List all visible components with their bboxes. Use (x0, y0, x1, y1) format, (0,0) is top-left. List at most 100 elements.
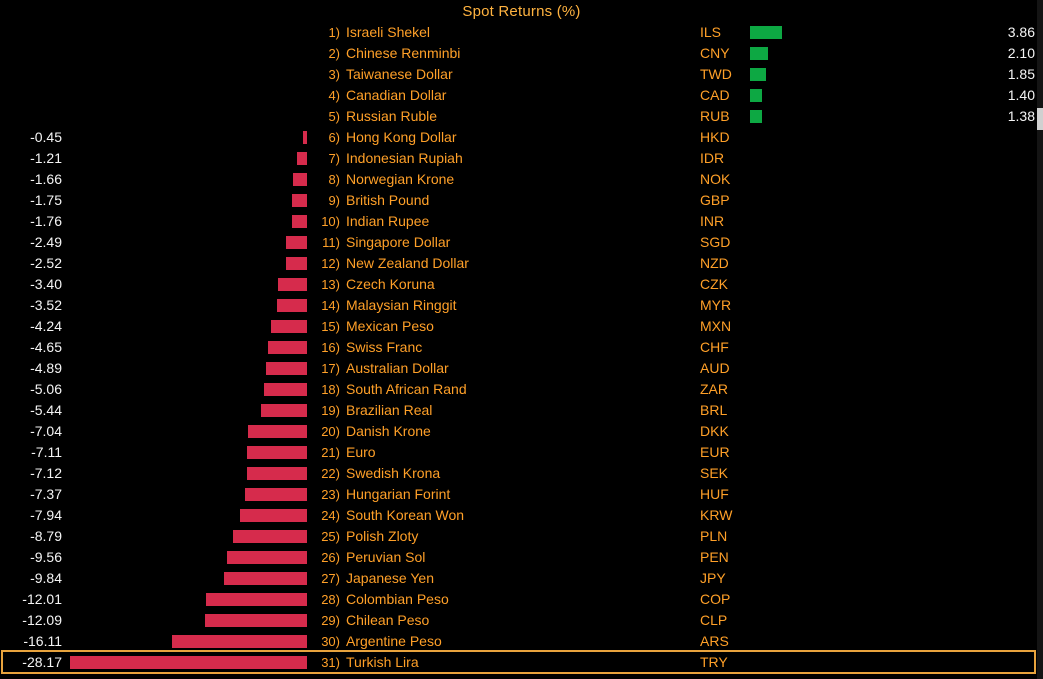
return-value-label: -0.45 (30, 129, 62, 145)
return-value-label: -4.89 (30, 360, 62, 376)
return-value-label: 1.85 (1007, 66, 1035, 82)
currency-row-krw[interactable]: -7.94 24) South Korean Won KRW (0, 505, 1043, 526)
row-rank: 22) (321, 466, 340, 481)
currency-row-twd[interactable]: 1.85 3) Taiwanese Dollar TWD (0, 64, 1043, 85)
currency-row-sgd[interactable]: -2.49 11) Singapore Dollar SGD (0, 232, 1043, 253)
currency-row-czk[interactable]: -3.40 13) Czech Koruna CZK (0, 274, 1043, 295)
currency-row-pln[interactable]: -8.79 25) Polish Zloty PLN (0, 526, 1043, 547)
currency-row-idr[interactable]: -1.21 7) Indonesian Rupiah IDR (0, 148, 1043, 169)
row-rank: 3) (328, 67, 340, 82)
currency-row-aud[interactable]: -4.89 17) Australian Dollar AUD (0, 358, 1043, 379)
currency-row-jpy[interactable]: -9.84 27) Japanese Yen JPY (0, 568, 1043, 589)
currency-name: Swedish Krona (346, 465, 441, 481)
row-rank: 11) (322, 235, 340, 250)
negative-return-bar (264, 383, 307, 396)
currency-row-inr[interactable]: -1.76 10) Indian Rupee INR (0, 211, 1043, 232)
row-rank: 19) (321, 403, 340, 418)
positive-return-bar (750, 89, 762, 102)
currency-row-ils[interactable]: 3.86 1) Israeli Shekel ILS (0, 22, 1043, 43)
currency-ticker: MYR (700, 297, 732, 313)
scrollbar-track[interactable] (1037, 0, 1043, 679)
currency-row-cop[interactable]: -12.01 28) Colombian Peso COP (0, 589, 1043, 610)
currency-ticker: GBP (700, 192, 730, 208)
return-value-label: -5.06 (30, 381, 62, 397)
currency-ticker: SEK (700, 465, 729, 481)
currency-ticker: ZAR (700, 381, 728, 397)
currency-row-dkk[interactable]: -7.04 20) Danish Krone DKK (0, 421, 1043, 442)
currency-row-hkd[interactable]: -0.45 6) Hong Kong Dollar HKD (0, 127, 1043, 148)
positive-return-bar (750, 26, 782, 39)
currency-ticker: DKK (700, 423, 729, 439)
row-rank: 8) (328, 172, 340, 187)
currency-name: Chilean Peso (346, 612, 430, 628)
currency-row-mxn[interactable]: -4.24 15) Mexican Peso MXN (0, 316, 1043, 337)
currency-row-ars[interactable]: -16.11 30) Argentine Peso ARS (0, 631, 1043, 652)
currency-ticker: IDR (700, 150, 725, 166)
return-value-label: -5.44 (30, 402, 62, 418)
negative-return-bar (172, 635, 307, 648)
negative-return-bar (248, 425, 307, 438)
return-value-label: 1.38 (1007, 108, 1035, 124)
scrollbar-thumb[interactable] (1037, 108, 1043, 130)
return-value-label: -9.56 (30, 549, 62, 565)
row-rank: 16) (321, 340, 340, 355)
negative-return-bar (286, 236, 307, 249)
row-rank: 21) (321, 445, 340, 460)
negative-return-bar (240, 509, 307, 522)
currency-ticker: BRL (700, 402, 728, 418)
currency-row-sek[interactable]: -7.12 22) Swedish Krona SEK (0, 463, 1043, 484)
currency-name: Colombian Peso (346, 591, 449, 607)
currency-ticker: CLP (700, 612, 728, 628)
currency-row-myr[interactable]: -3.52 14) Malaysian Ringgit MYR (0, 295, 1043, 316)
currency-name: New Zealand Dollar (346, 255, 469, 271)
currency-row-nzd[interactable]: -2.52 12) New Zealand Dollar NZD (0, 253, 1043, 274)
currency-name: Indian Rupee (346, 213, 430, 229)
row-rank: 9) (328, 193, 340, 208)
currency-row-brl[interactable]: -5.44 19) Brazilian Real BRL (0, 400, 1043, 421)
currency-row-eur[interactable]: -7.11 21) Euro EUR (0, 442, 1043, 463)
currency-row-pen[interactable]: -9.56 26) Peruvian Sol PEN (0, 547, 1043, 568)
return-value-label: -4.24 (30, 318, 62, 334)
negative-return-bar (297, 152, 307, 165)
negative-return-bar (271, 320, 307, 333)
currency-row-try[interactable]: -28.17 31) Turkish Lira TRY (0, 652, 1043, 673)
currency-row-zar[interactable]: -5.06 18) South African Rand ZAR (0, 379, 1043, 400)
currency-name: Hong Kong Dollar (346, 129, 457, 145)
negative-return-bar (277, 299, 307, 312)
return-value-label: -28.17 (22, 654, 62, 670)
currency-name: Canadian Dollar (346, 87, 447, 103)
return-value-label: -1.66 (30, 171, 62, 187)
currency-row-clp[interactable]: -12.09 29) Chilean Peso CLP (0, 610, 1043, 631)
currency-ticker: NZD (700, 255, 729, 271)
currency-row-chf[interactable]: -4.65 16) Swiss Franc CHF (0, 337, 1043, 358)
negative-return-bar (303, 131, 307, 144)
currency-name: Chinese Renminbi (346, 45, 461, 61)
currency-row-rub[interactable]: 1.38 5) Russian Ruble RUB (0, 106, 1043, 127)
negative-return-bar (266, 362, 307, 375)
return-value-label: 3.86 (1007, 24, 1035, 40)
currency-row-cad[interactable]: 1.40 4) Canadian Dollar CAD (0, 85, 1043, 106)
negative-return-bar (278, 278, 307, 291)
row-rank: 30) (321, 634, 340, 649)
negative-return-bar (293, 173, 307, 186)
currency-name: Polish Zloty (346, 528, 419, 544)
currency-row-gbp[interactable]: -1.75 9) British Pound GBP (0, 190, 1043, 211)
row-rank: 18) (321, 382, 340, 397)
negative-return-bar (247, 446, 307, 459)
currency-name: Hungarian Forint (346, 486, 451, 502)
negative-return-bar (292, 194, 307, 207)
currency-row-huf[interactable]: -7.37 23) Hungarian Forint HUF (0, 484, 1043, 505)
currency-name: South African Rand (346, 381, 467, 397)
currency-name: Japanese Yen (346, 570, 434, 586)
currency-name: Singapore Dollar (346, 234, 451, 250)
return-value-label: -3.52 (30, 297, 62, 313)
currency-row-nok[interactable]: -1.66 8) Norwegian Krone NOK (0, 169, 1043, 190)
currency-ticker: AUD (700, 360, 730, 376)
return-value-label: -7.12 (30, 465, 62, 481)
currency-name: Malaysian Ringgit (346, 297, 457, 313)
currency-row-cny[interactable]: 2.10 2) Chinese Renminbi CNY (0, 43, 1043, 64)
positive-return-bar (750, 47, 768, 60)
currency-ticker: JPY (700, 570, 726, 586)
currency-name: Israeli Shekel (346, 24, 431, 40)
row-rank: 24) (321, 508, 340, 523)
